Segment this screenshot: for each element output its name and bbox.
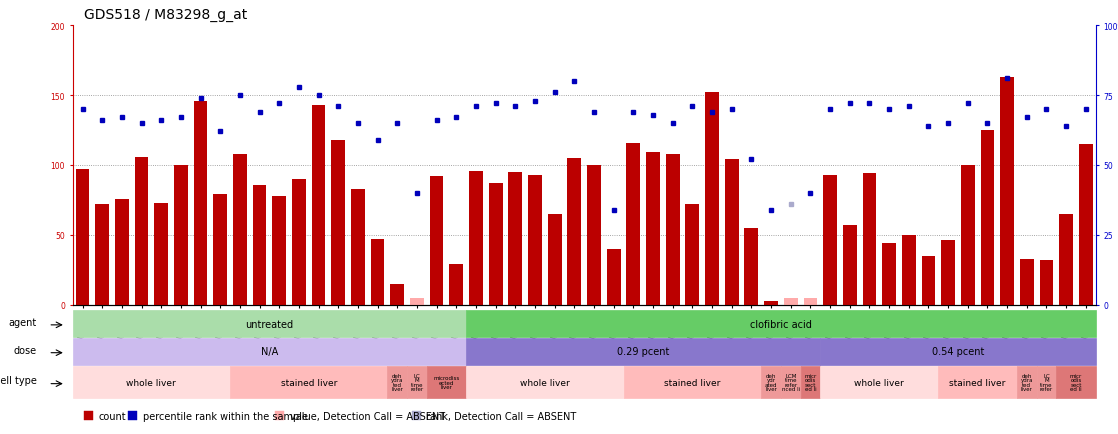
Bar (470, 171, 483, 305)
Text: clofibric acid: clofibric acid (750, 319, 812, 329)
Bar (843, 226, 856, 305)
Text: stained liver: stained liver (664, 378, 720, 387)
Bar (921, 256, 936, 305)
Text: LC
M
time
refer: LC M time refer (1040, 373, 1053, 391)
Text: LCM
time
refer
nced li: LCM time refer nced li (781, 373, 799, 391)
Bar (331, 141, 345, 305)
Bar (568, 158, 581, 305)
Bar (174, 165, 188, 305)
Bar (410, 298, 424, 305)
Bar (351, 189, 364, 305)
Bar (823, 175, 837, 305)
Bar (273, 196, 286, 305)
Bar (449, 265, 463, 305)
Text: agent: agent (9, 317, 37, 327)
Text: 0.29 pcent: 0.29 pcent (617, 347, 670, 356)
Bar (1020, 259, 1034, 305)
Text: whole liver: whole liver (854, 378, 904, 387)
Text: deh
ydra
ted
liver: deh ydra ted liver (1021, 373, 1033, 391)
Text: rank, Detection Call = ABSENT: rank, Detection Call = ABSENT (426, 411, 577, 421)
Text: stained liver: stained liver (949, 378, 1006, 387)
Bar (626, 143, 641, 305)
Text: whole liver: whole liver (126, 378, 177, 387)
Bar (489, 184, 502, 305)
Bar (371, 240, 385, 305)
Text: deh
ydra
ted
liver: deh ydra ted liver (391, 373, 404, 391)
Bar (390, 284, 404, 305)
Text: N/A: N/A (260, 347, 278, 356)
Text: 0.54 pcent: 0.54 pcent (931, 347, 984, 356)
Text: whole liver: whole liver (520, 378, 570, 387)
Bar (941, 241, 955, 305)
Bar (745, 228, 758, 305)
Bar (980, 131, 994, 305)
Bar (214, 195, 227, 305)
Text: stained liver: stained liver (281, 378, 337, 387)
Text: count: count (98, 411, 126, 421)
Bar (882, 244, 896, 305)
Text: GDS518 / M83298_g_at: GDS518 / M83298_g_at (84, 8, 247, 22)
Bar (685, 205, 699, 305)
Bar (1059, 214, 1073, 305)
Bar (724, 160, 739, 305)
Bar (548, 214, 561, 305)
Text: value, Detection Call = ABSENT: value, Detection Call = ABSENT (290, 411, 445, 421)
Bar (233, 155, 247, 305)
Bar (666, 155, 680, 305)
Bar (607, 249, 620, 305)
Bar (862, 174, 877, 305)
Bar (765, 301, 778, 305)
Text: percentile rank within the sample: percentile rank within the sample (143, 411, 307, 421)
Bar (528, 175, 542, 305)
Text: microdiss
ected
liver: microdiss ected liver (434, 375, 459, 389)
Bar (154, 203, 168, 305)
Bar (253, 185, 266, 305)
Bar (705, 93, 719, 305)
Text: cell type: cell type (0, 375, 37, 385)
Text: untreated: untreated (245, 319, 293, 329)
Text: LC
M
time
refer: LC M time refer (410, 373, 424, 391)
Bar (960, 165, 975, 305)
Text: deh
ydr
ated
liver: deh ydr ated liver (765, 373, 777, 391)
Bar (292, 180, 306, 305)
Bar (115, 199, 129, 305)
Bar (1001, 78, 1014, 305)
Text: micr
odis
sect
ed li: micr odis sect ed li (1070, 373, 1082, 391)
Text: dose: dose (13, 345, 37, 355)
Bar (646, 153, 660, 305)
Bar (784, 298, 797, 305)
Bar (76, 170, 89, 305)
Bar (804, 298, 817, 305)
Bar (134, 157, 149, 305)
Text: micr
odis
sect
ed li: micr odis sect ed li (804, 373, 816, 391)
Bar (902, 235, 916, 305)
Bar (429, 177, 444, 305)
Bar (587, 165, 600, 305)
Bar (1079, 145, 1092, 305)
Bar (95, 205, 110, 305)
Bar (1040, 260, 1053, 305)
Bar (193, 102, 208, 305)
Bar (509, 173, 522, 305)
Bar (312, 105, 325, 305)
